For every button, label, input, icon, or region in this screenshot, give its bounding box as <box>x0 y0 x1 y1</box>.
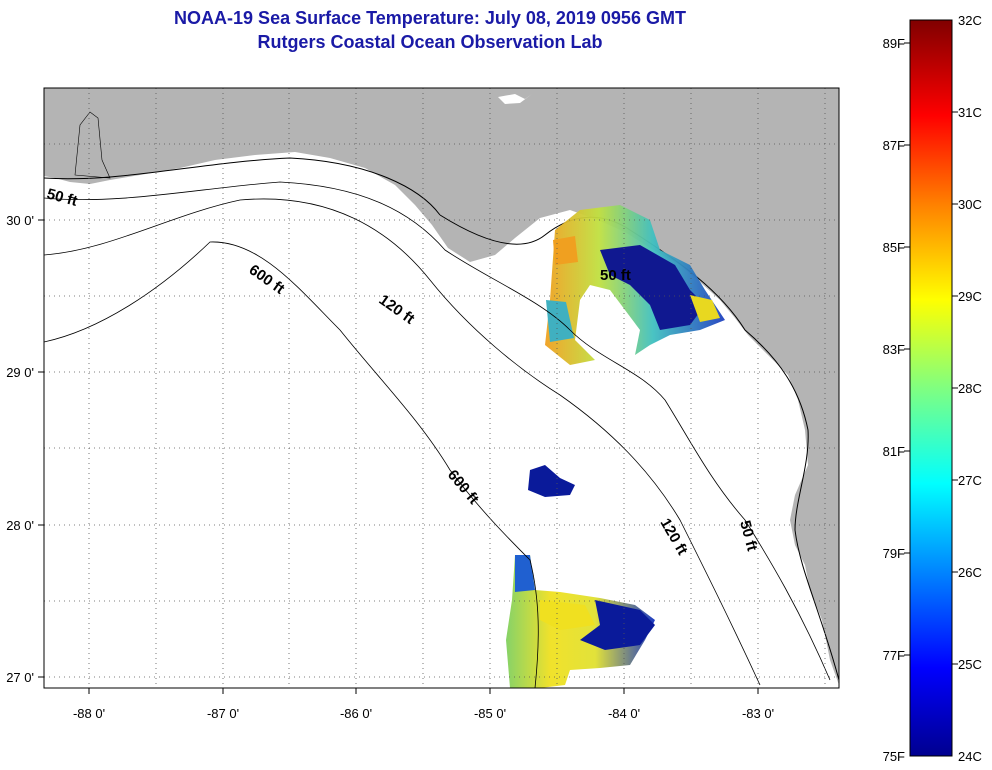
colorbar-gradient <box>909 19 953 757</box>
colorbar-celsius-label: 31C <box>958 105 982 120</box>
colorbar-fahrenheit-label: 77F <box>883 648 905 663</box>
lon-tick-label: -83 0' <box>742 706 774 721</box>
lon-tick-label: -87 0' <box>207 706 239 721</box>
colorbar-celsius-label: 29C <box>958 289 982 304</box>
map-frame <box>43 87 840 689</box>
lat-tick-label: 30 0' <box>6 213 34 228</box>
graticule <box>44 88 839 688</box>
lat-axis-labels: 30 0' 29 0' 28 0' 27 0' <box>6 213 34 685</box>
lon-tick-label: -86 0' <box>340 706 372 721</box>
map-ticks <box>38 219 759 694</box>
colorbar: 32C 31C 30C 29C 28C 27C 26C 25C 24C 89F … <box>883 13 982 764</box>
colorbar-fahrenheit-label: 83F <box>883 342 905 357</box>
lon-tick-label: -85 0' <box>474 706 506 721</box>
lat-tick-label: 29 0' <box>6 365 34 380</box>
colorbar-celsius-label: 26C <box>958 565 982 580</box>
colorbar-celsius-label: 28C <box>958 381 982 396</box>
colorbar-fahrenheit-label: 81F <box>883 444 905 459</box>
colorbar-celsius-label: 32C <box>958 13 982 28</box>
colorbar-fahrenheit-label: 85F <box>883 240 905 255</box>
colorbar-celsius-label: 27C <box>958 473 982 488</box>
lon-tick-label: -84 0' <box>608 706 640 721</box>
colorbar-celsius-label: 30C <box>958 197 982 212</box>
sst-patch-mid <box>528 465 575 497</box>
colorbar-fahrenheit-label: 75F <box>883 749 905 764</box>
colorbar-fahrenheit-label: 79F <box>883 546 905 561</box>
map-area <box>44 88 839 688</box>
lat-tick-label: 28 0' <box>6 518 34 533</box>
colorbar-fahrenheit-label: 87F <box>883 138 905 153</box>
contour-label: 50 ft <box>600 267 631 284</box>
colorbar-fahrenheit-label: 89F <box>883 36 905 51</box>
sst-swath-south <box>506 555 655 688</box>
map-title: NOAA-19 Sea Surface Temperature: July 08… <box>174 8 686 28</box>
colorbar-celsius-label: 24C <box>958 749 982 764</box>
depth-contours <box>44 181 831 688</box>
lon-tick-label: -88 0' <box>73 706 105 721</box>
lat-tick-label: 27 0' <box>6 670 34 685</box>
map-subtitle: Rutgers Coastal Ocean Observation Lab <box>257 32 603 52</box>
lon-axis-labels: -88 0' -87 0' -86 0' -85 0' -84 0' -83 0… <box>73 706 774 721</box>
sst-swath-north <box>545 205 725 365</box>
colorbar-celsius-label: 25C <box>958 657 982 672</box>
